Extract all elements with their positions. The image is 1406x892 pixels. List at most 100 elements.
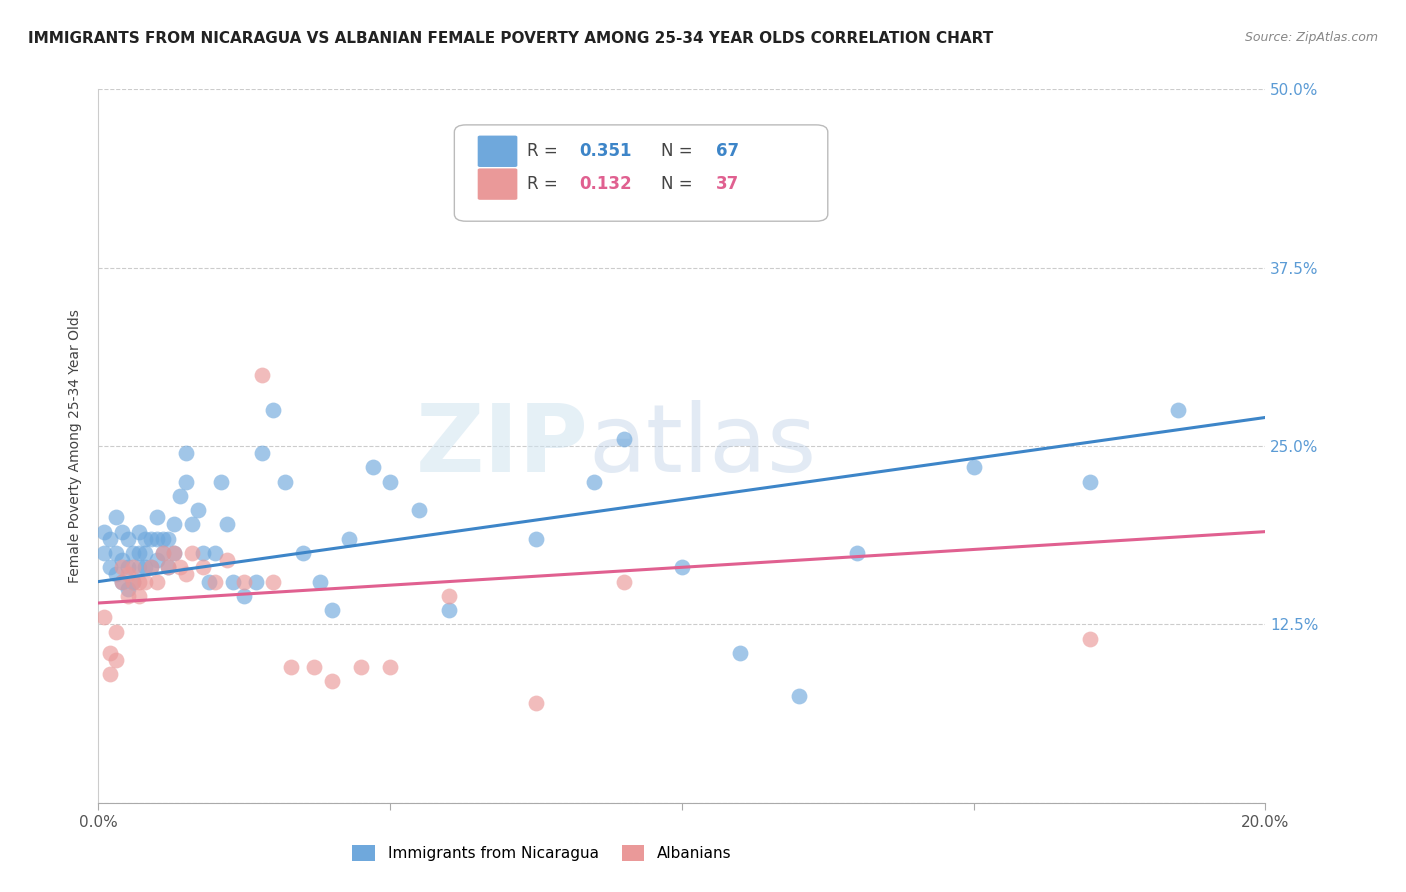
Point: [262, 574, 284, 589]
Point: [250, 368, 273, 382]
Point: [122, 574, 145, 589]
Point: [104, 624, 127, 639]
Text: R =: R =: [527, 143, 562, 161]
Point: [146, 574, 169, 589]
Text: N =: N =: [661, 175, 697, 193]
Point: [204, 574, 226, 589]
Point: [93, 546, 115, 560]
Point: [233, 589, 256, 603]
Point: [174, 475, 197, 489]
Point: [117, 560, 139, 574]
Point: [134, 574, 156, 589]
Point: [174, 567, 197, 582]
Point: [198, 574, 221, 589]
Point: [274, 475, 297, 489]
Point: [209, 475, 232, 489]
Point: [117, 532, 139, 546]
Point: [128, 560, 150, 574]
Point: [380, 475, 402, 489]
Point: [146, 553, 169, 567]
Point: [846, 546, 869, 560]
Text: 0.351: 0.351: [579, 143, 631, 161]
Point: [134, 546, 156, 560]
Point: [730, 646, 752, 660]
Point: [437, 603, 460, 617]
Point: [215, 517, 238, 532]
Y-axis label: Female Poverty Among 25-34 Year Olds: Female Poverty Among 25-34 Year Olds: [69, 309, 83, 583]
Point: [157, 532, 180, 546]
Point: [134, 532, 156, 546]
Point: [321, 674, 343, 689]
Point: [350, 660, 373, 674]
Point: [612, 432, 634, 446]
Point: [612, 574, 634, 589]
Point: [104, 510, 127, 524]
Point: [104, 567, 127, 582]
Point: [134, 560, 156, 574]
FancyBboxPatch shape: [454, 125, 828, 221]
Point: [98, 667, 121, 681]
Text: IMMIGRANTS FROM NICARAGUA VS ALBANIAN FEMALE POVERTY AMONG 25-34 YEAR OLDS CORRE: IMMIGRANTS FROM NICARAGUA VS ALBANIAN FE…: [28, 31, 994, 46]
Point: [193, 546, 215, 560]
Point: [128, 524, 150, 539]
Point: [152, 546, 174, 560]
Point: [128, 589, 150, 603]
Text: 0.132: 0.132: [579, 175, 631, 193]
Point: [122, 560, 145, 574]
Point: [962, 460, 984, 475]
Point: [111, 553, 134, 567]
Point: [193, 560, 215, 574]
Point: [280, 660, 302, 674]
Point: [380, 660, 402, 674]
Point: [1167, 403, 1189, 417]
Text: Source: ZipAtlas.com: Source: ZipAtlas.com: [1244, 31, 1378, 45]
Point: [104, 653, 127, 667]
Point: [337, 532, 360, 546]
Point: [163, 546, 186, 560]
Point: [233, 574, 256, 589]
Point: [93, 524, 115, 539]
Text: N =: N =: [661, 143, 697, 161]
Point: [139, 532, 162, 546]
Point: [262, 403, 284, 417]
Point: [128, 574, 150, 589]
Point: [169, 560, 191, 574]
Point: [245, 574, 267, 589]
Point: [98, 560, 121, 574]
Text: 37: 37: [716, 175, 740, 193]
FancyBboxPatch shape: [478, 169, 517, 200]
Point: [122, 546, 145, 560]
Point: [467, 189, 489, 203]
Point: [169, 489, 191, 503]
Point: [524, 696, 547, 710]
Point: [250, 446, 273, 460]
FancyBboxPatch shape: [478, 136, 517, 167]
Point: [104, 546, 127, 560]
Point: [174, 446, 197, 460]
Text: ZIP: ZIP: [416, 400, 589, 492]
Point: [157, 560, 180, 574]
Point: [163, 546, 186, 560]
Point: [139, 560, 162, 574]
Point: [152, 532, 174, 546]
Point: [180, 517, 202, 532]
Point: [671, 560, 693, 574]
Point: [117, 582, 139, 596]
Point: [111, 524, 134, 539]
Point: [117, 589, 139, 603]
Point: [215, 553, 238, 567]
Point: [304, 660, 326, 674]
Point: [98, 646, 121, 660]
Point: [180, 546, 202, 560]
Point: [408, 503, 430, 517]
Point: [524, 532, 547, 546]
Point: [437, 589, 460, 603]
Point: [111, 574, 134, 589]
Point: [583, 475, 606, 489]
Point: [93, 610, 115, 624]
Point: [1080, 475, 1102, 489]
Point: [146, 510, 169, 524]
Point: [122, 574, 145, 589]
Point: [111, 560, 134, 574]
Point: [98, 532, 121, 546]
